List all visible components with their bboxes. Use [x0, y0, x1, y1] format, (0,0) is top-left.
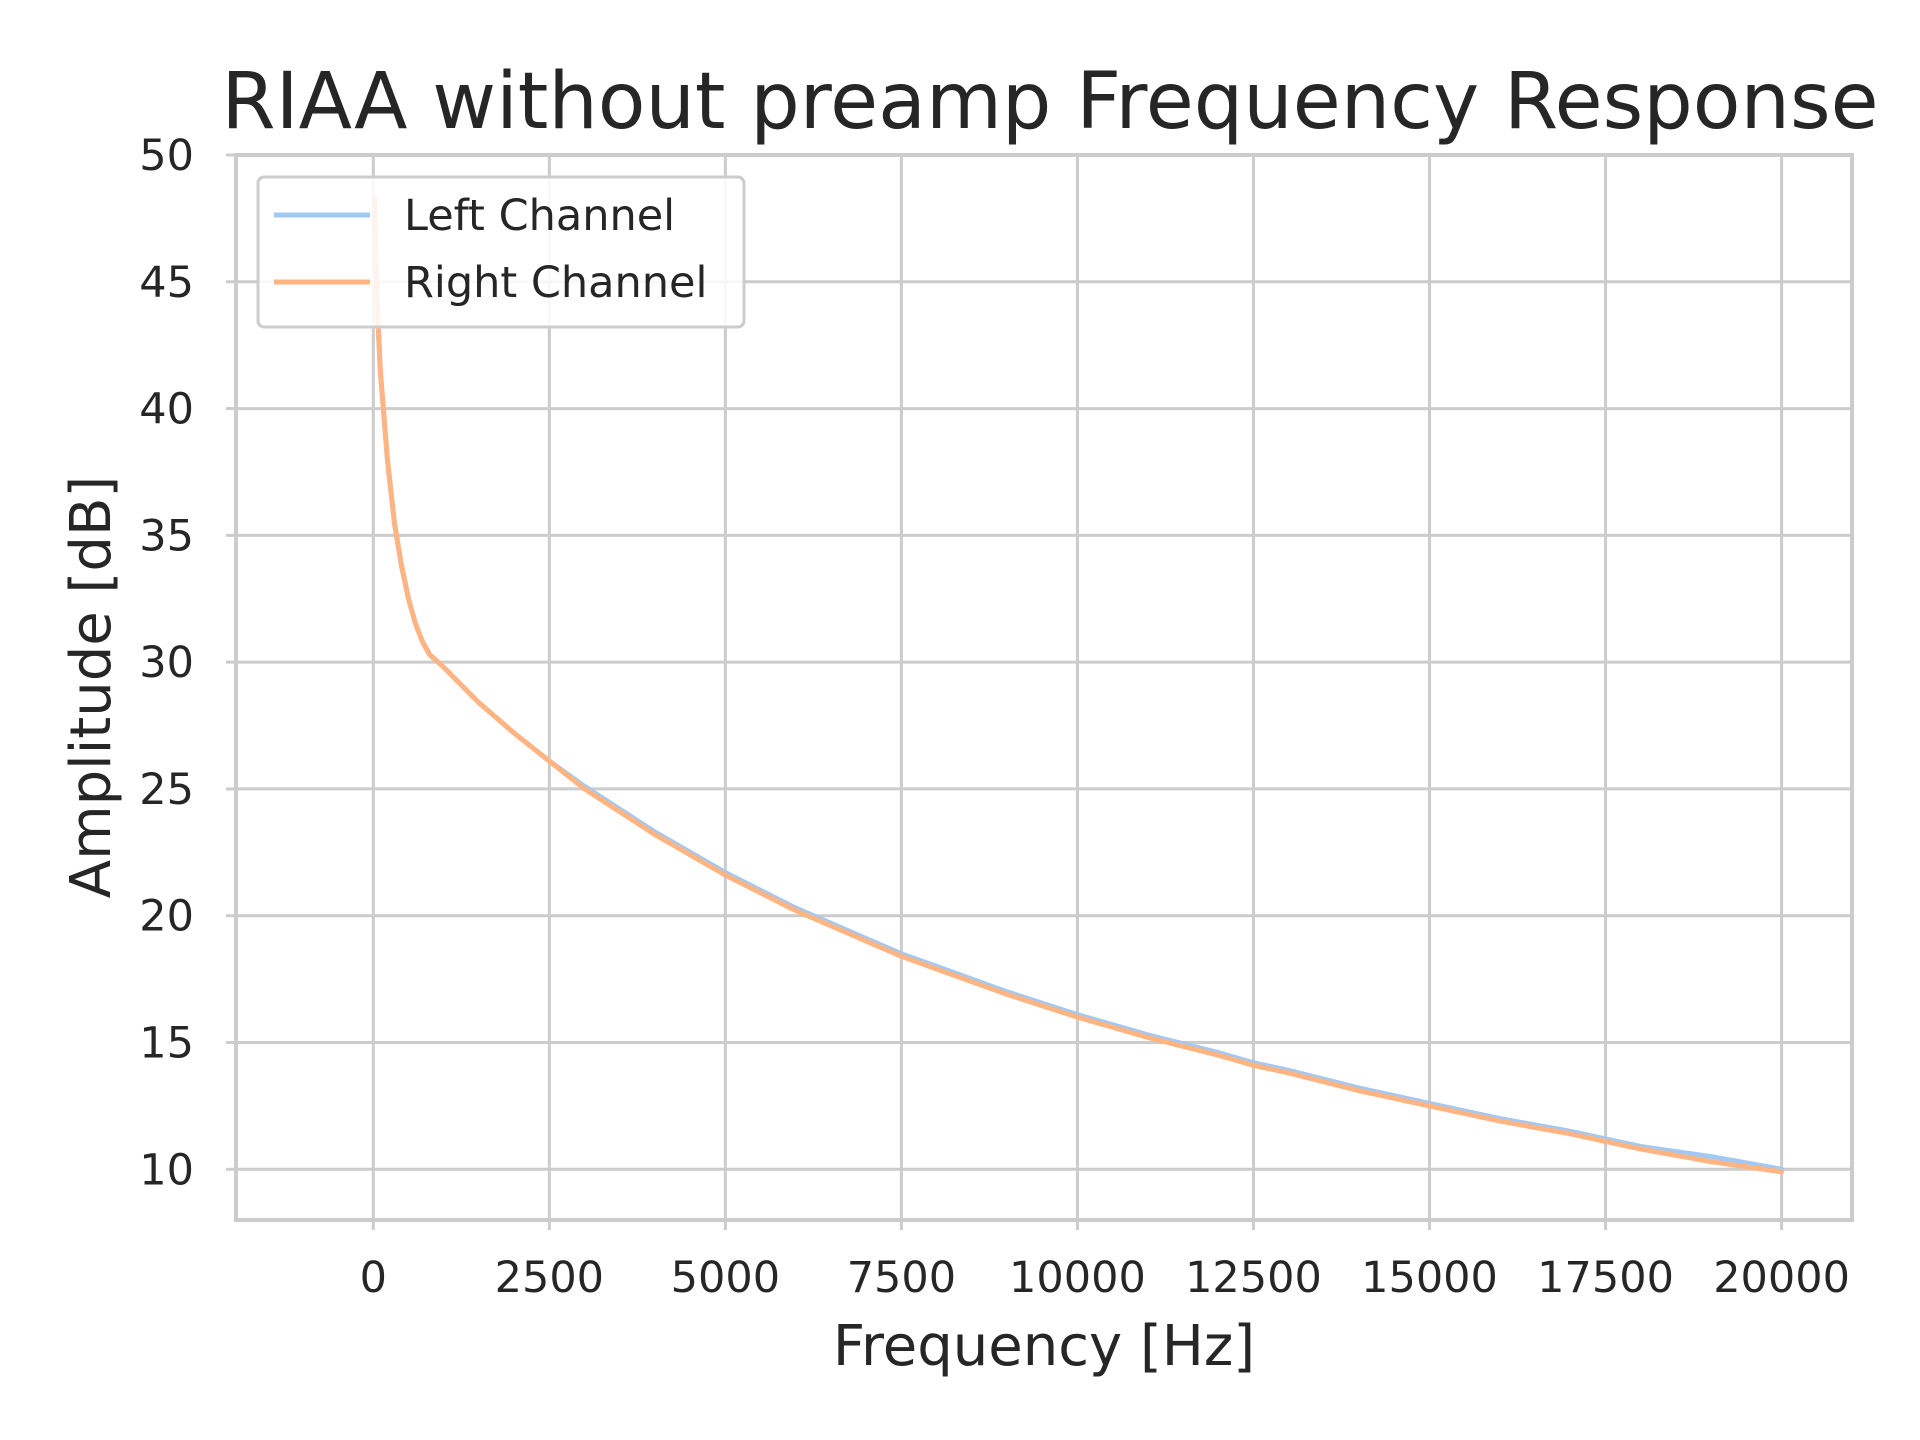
y-tick-label: 30 [139, 638, 194, 688]
x-tick-label: 10000 [1009, 1253, 1146, 1303]
plot-area [226, 153, 1854, 1230]
legend-label-right-channel: Right Channel [404, 258, 707, 308]
y-tick-label: 45 [139, 258, 194, 308]
chart-title: RIAA without preamp Frequency Response [221, 57, 1878, 147]
y-tick-label: 25 [139, 765, 194, 815]
x-tick-label: 5000 [671, 1253, 780, 1303]
y-tick-label: 40 [139, 385, 194, 435]
legend: Left Channel Right Channel [256, 175, 746, 329]
y-tick-label: 20 [139, 892, 194, 942]
x-tick-label: 7500 [847, 1253, 956, 1303]
x-tick-label: 20000 [1713, 1253, 1850, 1303]
x-tick-label: 12500 [1185, 1253, 1322, 1303]
x-tick-label: 15000 [1361, 1253, 1498, 1303]
y-tick-labels: 10 15 20 25 30 35 40 45 50 [139, 131, 194, 1195]
legend-box [256, 175, 746, 329]
y-tick-label: 35 [139, 511, 194, 561]
y-tick-label: 50 [139, 131, 194, 181]
series-layer [372, 195, 1785, 1175]
series-line-right-channel [372, 195, 1785, 1175]
x-tick-labels: 0 2500 5000 7500 10000 12500 15000 17500 20000 [360, 1253, 1850, 1303]
legend-label-left-channel: Left Channel [404, 191, 675, 241]
y-axis-label: Amplitude [dB] [59, 476, 124, 898]
y-tick-label: 15 [139, 1019, 194, 1069]
x-tick-label: 0 [360, 1253, 387, 1303]
x-axis-label: Frequency [Hz] [833, 1314, 1255, 1379]
y-tick-label: 10 [139, 1145, 194, 1195]
x-tick-label: 2500 [495, 1253, 604, 1303]
plot-frame [234, 153, 1854, 1222]
x-tick-label: 17500 [1537, 1253, 1674, 1303]
